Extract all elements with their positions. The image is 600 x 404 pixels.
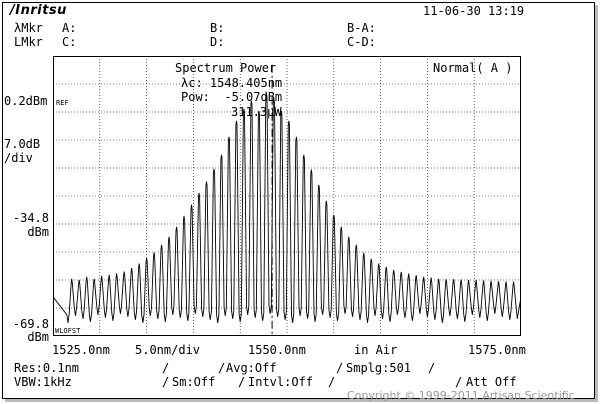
x-medium: in Air — [354, 343, 398, 357]
mid-level-value: -34.8 — [12, 211, 49, 225]
center-wavelength: λc: 1548.405nm — [181, 76, 283, 90]
copyright-watermark: Copyright © 1999-2011 Artisan Scientific — [347, 389, 575, 402]
slash-mid: / — [328, 375, 336, 389]
ref-tag: REF — [56, 99, 69, 107]
mid-level-unit: dBm — [27, 225, 49, 239]
wl-offset-tag: WLOFST — [55, 327, 81, 335]
wavelength-marker-label: λMkr — [14, 21, 43, 35]
analysis-title: Spectrum Power — [175, 61, 277, 75]
plot-border — [53, 56, 521, 336]
vbw-setting: VBW:1kHz — [14, 375, 72, 389]
separator-slash: / — [162, 361, 170, 375]
scale-div-unit: /div — [4, 151, 33, 165]
trace-mode: Normal( A ) — [433, 61, 513, 75]
x-start: 1525.0nm — [52, 343, 110, 357]
smoothing-setting: Sm:Off — [172, 375, 216, 389]
attenuator-setting: Att Off — [466, 375, 517, 389]
screen-frame — [2, 2, 595, 399]
average-setting: Avg:Off — [226, 361, 277, 375]
marker-b-minus-a: B-A: — [347, 21, 376, 35]
interval-setting: Intvl:Off — [248, 375, 314, 389]
datetime: 11-06-30 13:19 — [423, 4, 525, 18]
plot-grid — [53, 56, 521, 336]
sampling-setting: Smplg:501 — [346, 361, 412, 375]
marker-b: B: — [210, 21, 225, 35]
marker-a: A: — [62, 21, 77, 35]
scale-per-div: 7.0dB — [4, 137, 41, 151]
ref-level: 0.2dBm — [4, 94, 48, 108]
spectrum-line — [53, 92, 521, 323]
spectrum-power-watts: 311.3μW — [231, 105, 282, 119]
marker-d: D: — [210, 35, 225, 49]
slash-smplg: / — [336, 361, 344, 375]
spectrum-plot — [53, 56, 521, 336]
bottom-level-value: -69.8 — [12, 317, 49, 331]
x-center: 1550.0nm — [248, 343, 306, 357]
anritsu-logo: /Inritsu — [10, 3, 67, 18]
x-span-per-div: 5.0nm/div — [135, 343, 201, 357]
spectrum-power: Pow: -5.07dBm — [181, 90, 283, 104]
slash-att: / — [455, 375, 463, 389]
resolution-setting: Res:0.1nm — [14, 361, 80, 375]
slash-intvl: / — [238, 375, 246, 389]
slash-avg: / — [218, 361, 226, 375]
slash-end: / — [428, 361, 436, 375]
spectrum-trace — [53, 92, 521, 323]
x-stop: 1575.0nm — [468, 343, 526, 357]
slash-sm: / — [162, 375, 170, 389]
level-marker-label: LMkr — [14, 35, 43, 49]
marker-c-minus-d: C-D: — [347, 35, 376, 49]
marker-c: C: — [62, 35, 77, 49]
bottom-level-unit: dBm — [27, 330, 49, 344]
